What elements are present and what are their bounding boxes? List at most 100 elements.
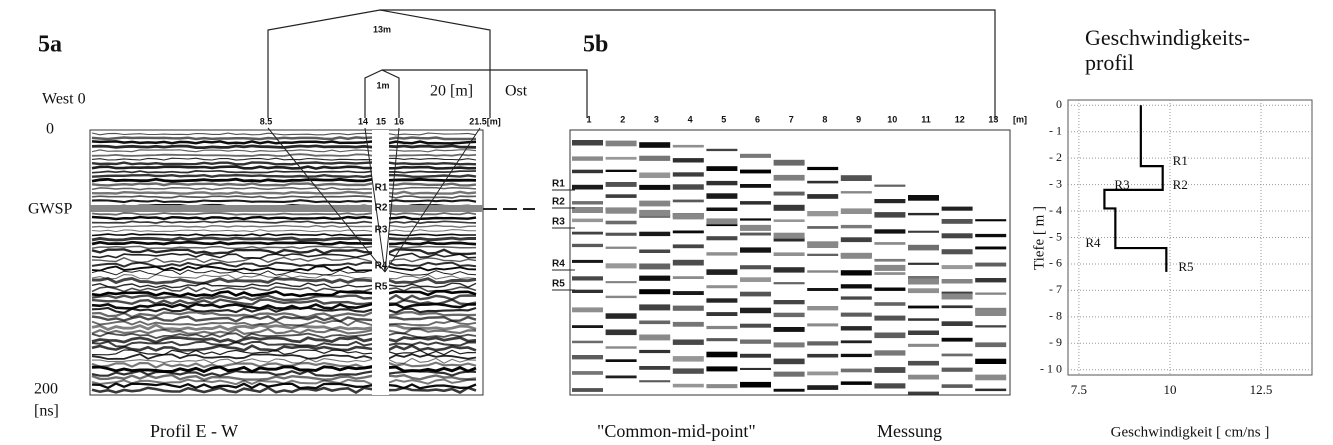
y-tick-label: - 1 0 (1040, 361, 1062, 375)
trace-band (706, 285, 738, 289)
trace-band (840, 237, 872, 243)
trace-band (91, 220, 477, 225)
trace-band (840, 340, 872, 344)
connector (364, 69, 400, 118)
trace-band (773, 219, 805, 222)
trace-band (740, 153, 771, 158)
trace-band (807, 226, 839, 229)
trace-band (91, 276, 477, 285)
trace-band (874, 258, 906, 262)
trace-band (91, 157, 477, 161)
trace-band (91, 294, 477, 302)
trace-band (91, 186, 477, 191)
trace-band (572, 201, 603, 205)
trace-band (605, 359, 637, 362)
trace-band (639, 320, 671, 325)
trace-band (639, 200, 671, 207)
reflector-label: R2 (552, 197, 565, 208)
trace-band (941, 206, 973, 211)
trace-band (941, 353, 973, 357)
position-label: 6 (755, 114, 760, 124)
panel-label: 5a (38, 32, 62, 58)
trace-band (975, 325, 1007, 328)
trace-band (908, 305, 939, 309)
trace-band (740, 367, 771, 370)
trace-band (840, 368, 872, 373)
gap-column (372, 130, 389, 395)
trace-band (840, 175, 872, 181)
trace-band (92, 357, 477, 364)
reflection-band (605, 207, 637, 214)
trace-band (840, 296, 872, 300)
trace-band (908, 330, 939, 335)
velocity-line (1103, 105, 1168, 272)
trace-band (639, 289, 671, 295)
trace-band (740, 277, 771, 282)
trace-band (740, 381, 771, 388)
trace-band (572, 276, 603, 281)
trace-band (941, 233, 973, 239)
trace-band (706, 193, 738, 199)
trace-band (807, 341, 839, 346)
reflection-band (740, 224, 771, 231)
trace-band (605, 346, 637, 349)
reflector-label: R3 (552, 217, 565, 228)
caption: "Common-mid-point" (597, 421, 756, 441)
reflection-band (807, 242, 839, 248)
time-label: 200 (34, 381, 58, 398)
reflector-label: R1 (552, 179, 565, 190)
trace-band (975, 262, 1007, 267)
trace-band (639, 172, 671, 178)
trace-band (807, 211, 839, 217)
y-tick-label: - 8 (1049, 309, 1062, 323)
trace-band (908, 262, 939, 265)
y-tick-label: 0 (1056, 97, 1062, 111)
trace-band (91, 319, 477, 327)
trace-band (91, 327, 477, 336)
position-label: 8 (822, 114, 827, 124)
trace-band (639, 349, 671, 354)
trace-band (706, 207, 738, 211)
trace-band (672, 276, 704, 279)
trace-band (91, 353, 477, 360)
trace-band (91, 373, 477, 382)
trace-band (605, 375, 637, 379)
trace-band (840, 284, 872, 289)
trace-band (605, 194, 637, 198)
trace-band (572, 184, 603, 190)
trace-band (639, 184, 671, 190)
trace-band (639, 263, 671, 270)
trace-band (740, 184, 771, 188)
trace-band (672, 259, 704, 266)
trace-band (706, 351, 738, 358)
position-label: 8.5 (260, 116, 273, 126)
trace-band (572, 340, 603, 344)
trace-band (874, 350, 906, 356)
trace-band (807, 288, 839, 291)
trace-band (672, 291, 704, 295)
trace-band (874, 242, 906, 245)
trace-band (908, 288, 939, 294)
trace-band (672, 356, 704, 362)
trace-band (807, 371, 839, 376)
trace-band (672, 244, 704, 249)
span-label: 1m (376, 80, 389, 90)
trace-band (672, 199, 704, 203)
trace-band (874, 302, 906, 306)
reflection-band (639, 209, 671, 216)
trace-band (672, 184, 704, 190)
reflection-band (706, 218, 738, 225)
reflector-label: R2 (375, 203, 388, 214)
trace-band (908, 212, 939, 216)
position-label: 21.5[m] (469, 116, 501, 126)
trace-band (740, 247, 771, 253)
trace-band (605, 263, 637, 269)
trace-band (975, 342, 1007, 348)
trace-band (91, 286, 477, 293)
trace-band (941, 337, 973, 342)
trace-band (807, 306, 839, 311)
trace-band (941, 305, 973, 309)
trace-band (773, 174, 805, 181)
trace-band (91, 265, 477, 272)
trace-band (572, 259, 603, 263)
